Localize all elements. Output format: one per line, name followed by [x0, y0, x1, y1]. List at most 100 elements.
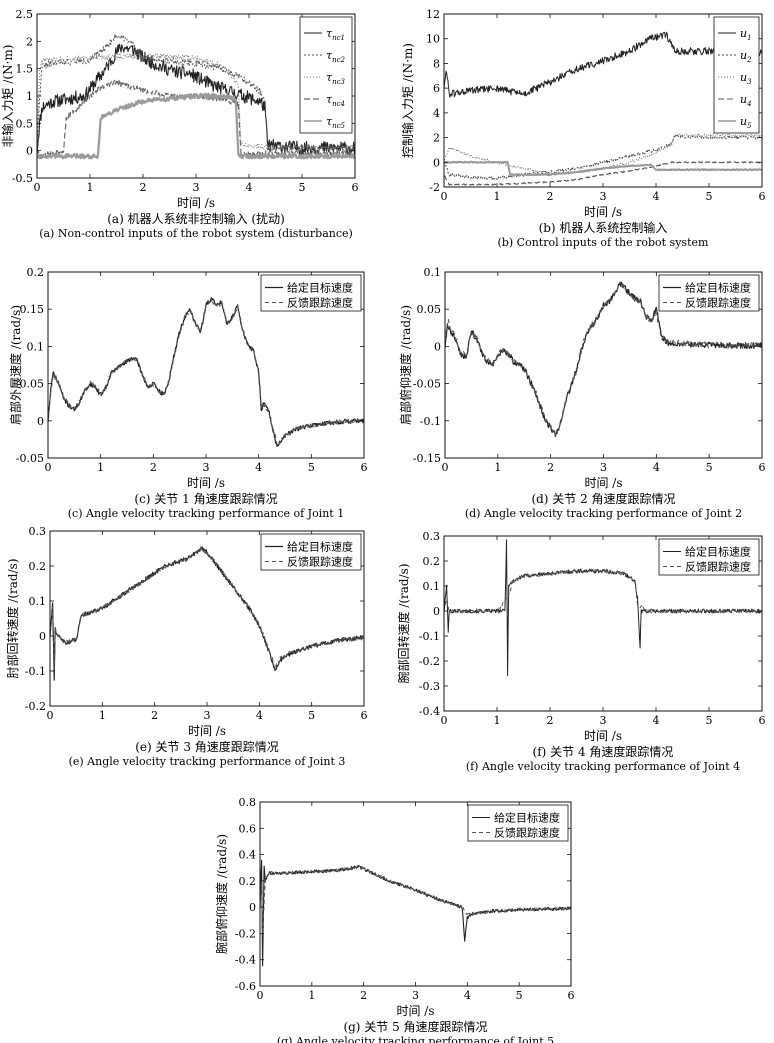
x-tick-label: 4 [653, 461, 660, 474]
series-line-2 [48, 297, 364, 446]
x-tick-label: 4 [653, 190, 660, 203]
x-tick-label: 3 [600, 714, 607, 727]
x-tick-label: 1 [494, 461, 501, 474]
x-tick-label: 3 [204, 709, 211, 722]
legend-label: u1 [740, 27, 752, 42]
x-tick-label: 2 [140, 181, 147, 194]
y-tick-label: -0.1 [25, 665, 46, 678]
y-tick-label: 0 [434, 340, 441, 353]
y-tick-label: 0.15 [20, 303, 45, 316]
legend: τnc1 τnc2 τnc3 τnc4 τnc5 [299, 16, 353, 134]
series-line-2 [50, 546, 364, 670]
y-tick-label: 0 [26, 145, 33, 158]
x-tick-label: 1 [308, 989, 315, 1002]
y-tick-label: 0.1 [29, 595, 47, 608]
y-tick-label: -0.15 [413, 452, 441, 465]
y-tick-label: 12 [426, 8, 440, 21]
series-line-3 [444, 133, 762, 175]
x-tick-label: 0 [442, 461, 449, 474]
y-tick-label: -0.4 [235, 954, 256, 967]
legend-label: 给定目标速度 [494, 811, 560, 825]
x-tick-label: 6 [361, 461, 368, 474]
x-tick-label: 3 [600, 461, 607, 474]
x-axis-label: 时间 /s [177, 196, 215, 210]
caption-cn: (f) 关节 4 角速度跟踪情况 [533, 744, 674, 759]
y-tick-label: 2 [433, 132, 440, 145]
caption-en: (g) Angle velocity tracking performance … [277, 1035, 554, 1043]
legend-label: τnc2 [326, 49, 346, 64]
y-axis-label: 腕部回转速度 /(rad/s) [396, 564, 411, 684]
y-tick-label: 1 [26, 90, 33, 103]
series-group [444, 31, 762, 186]
series-group [444, 539, 762, 676]
y-tick-label: 0.05 [417, 303, 442, 316]
x-tick-label: 1 [494, 190, 501, 203]
legend-box [467, 804, 569, 842]
y-tick-label: 2.5 [16, 8, 34, 21]
series-line-4 [37, 79, 355, 159]
legend-label: 给定目标速度 [685, 545, 751, 559]
y-tick-label: 0.6 [239, 822, 257, 835]
x-tick-label: 4 [464, 989, 471, 1002]
y-tick-label: 0.3 [423, 530, 441, 543]
y-tick-label: -0.5 [12, 172, 33, 185]
y-tick-label: -0.2 [25, 700, 46, 713]
y-tick-label: 0.1 [27, 340, 45, 353]
y-tick-label: 0.1 [424, 266, 442, 279]
legend-label: 反馈跟踪速度 [494, 826, 560, 840]
y-tick-label: -0.1 [420, 415, 441, 428]
y-tick-label: 0.3 [29, 525, 47, 538]
x-tick-label: 5 [299, 181, 306, 194]
y-axis-label: 腕部俯仰速度 /(rad/s) [214, 834, 229, 954]
chart-panel-4: 0 1 2 3 4 5 6 -0.15 -0.1 -0.05 0 0.05 0.1 时间 /s 肩部俯仰速度… [398, 266, 766, 520]
caption-cn: (d) 关节 2 角速度跟踪情况 [531, 491, 675, 506]
x-axis-label: 时间 /s [584, 476, 622, 490]
x-tick-label: 3 [193, 181, 200, 194]
y-tick-label: -0.3 [419, 680, 440, 693]
y-axis-label: 肩部俯仰速度 /(rad/s) [398, 305, 413, 425]
y-tick-label: -0.2 [419, 655, 440, 668]
y-tick-label: 0.05 [20, 378, 45, 391]
y-tick-label: 0.4 [239, 849, 257, 862]
x-tick-label: 5 [706, 714, 713, 727]
x-tick-label: 6 [568, 989, 575, 1002]
y-tick-label: 0 [433, 156, 440, 169]
caption-en: (e) Angle velocity tracking performance … [69, 755, 346, 768]
x-tick-label: 5 [706, 190, 713, 203]
x-tick-label: 1 [494, 714, 501, 727]
x-tick-label: 4 [256, 709, 263, 722]
y-tick-label: -0.1 [419, 630, 440, 643]
y-tick-label: -0.2 [235, 927, 256, 940]
y-tick-label: 10 [426, 33, 440, 46]
legend-label: τnc3 [326, 71, 346, 86]
caption-cn: (e) 关节 3 角速度跟踪情况 [135, 739, 279, 754]
x-tick-label: 0 [34, 181, 41, 194]
y-tick-label: -0.4 [419, 705, 440, 718]
x-tick-label: 2 [151, 709, 158, 722]
legend-label: u4 [740, 93, 752, 108]
x-tick-label: 2 [547, 461, 554, 474]
x-tick-label: 2 [150, 461, 157, 474]
y-tick-label: 0 [37, 415, 44, 428]
x-tick-label: 4 [246, 181, 253, 194]
x-tick-label: 4 [653, 714, 660, 727]
series-line-1 [48, 297, 364, 447]
y-tick-label: -0.05 [16, 452, 44, 465]
legend-label: τnc4 [326, 93, 345, 108]
x-tick-label: 4 [255, 461, 262, 474]
y-tick-label: 8 [433, 57, 440, 70]
legend-label: u2 [740, 49, 752, 64]
y-axis-label: 肘部回转速度 /(rad/s) [5, 559, 20, 679]
x-axis-label: 时间 /s [188, 724, 226, 738]
y-tick-label: 0.8 [239, 796, 257, 809]
legend-label: 反馈跟踪速度 [685, 296, 751, 310]
caption-en: (a) Non-control inputs of the robot syst… [39, 227, 353, 240]
caption-en: (c) Angle velocity tracking performance … [68, 507, 344, 520]
x-tick-label: 0 [441, 190, 448, 203]
legend-label: τnc5 [326, 115, 346, 130]
x-tick-label: 0 [45, 461, 52, 474]
